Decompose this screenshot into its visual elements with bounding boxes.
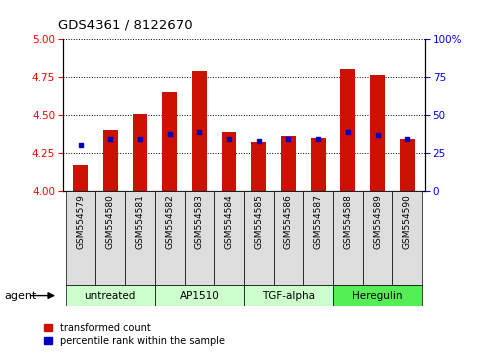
FancyBboxPatch shape [333,285,422,306]
Bar [370,75,385,191]
Text: GDS4361 / 8122670: GDS4361 / 8122670 [58,19,193,32]
FancyBboxPatch shape [185,191,214,285]
Bar [400,139,414,191]
FancyBboxPatch shape [66,285,155,306]
Legend: transformed count, percentile rank within the sample: transformed count, percentile rank withi… [43,323,225,346]
Bar [281,136,296,191]
Bar [192,71,207,191]
Text: TGF-alpha: TGF-alpha [262,291,315,301]
Bar [103,130,118,191]
Text: GSM554583: GSM554583 [195,194,204,249]
Bar [132,114,147,191]
FancyBboxPatch shape [155,285,244,306]
Text: GSM554579: GSM554579 [76,194,85,249]
FancyBboxPatch shape [244,191,273,285]
FancyBboxPatch shape [392,191,422,285]
FancyBboxPatch shape [333,191,363,285]
Bar [162,92,177,191]
FancyBboxPatch shape [125,191,155,285]
Bar [222,132,237,191]
Bar [311,138,326,191]
FancyBboxPatch shape [273,191,303,285]
FancyBboxPatch shape [363,191,392,285]
Text: GSM554582: GSM554582 [165,194,174,249]
Text: AP1510: AP1510 [180,291,219,301]
Text: GSM554581: GSM554581 [136,194,144,249]
Text: GSM554586: GSM554586 [284,194,293,249]
Text: GSM554590: GSM554590 [403,194,412,249]
Text: GSM554587: GSM554587 [313,194,323,249]
Text: GSM554580: GSM554580 [106,194,115,249]
Bar [73,165,88,191]
Text: agent: agent [5,291,37,301]
Bar [341,69,355,191]
Text: GSM554588: GSM554588 [343,194,352,249]
Text: Heregulin: Heregulin [352,291,403,301]
Text: GSM554584: GSM554584 [225,194,234,249]
FancyBboxPatch shape [214,191,244,285]
FancyBboxPatch shape [96,191,125,285]
FancyBboxPatch shape [66,191,96,285]
Bar [251,142,266,191]
FancyBboxPatch shape [303,191,333,285]
Text: GSM554585: GSM554585 [254,194,263,249]
Text: GSM554589: GSM554589 [373,194,382,249]
FancyBboxPatch shape [155,191,185,285]
Text: untreated: untreated [85,291,136,301]
FancyBboxPatch shape [244,285,333,306]
